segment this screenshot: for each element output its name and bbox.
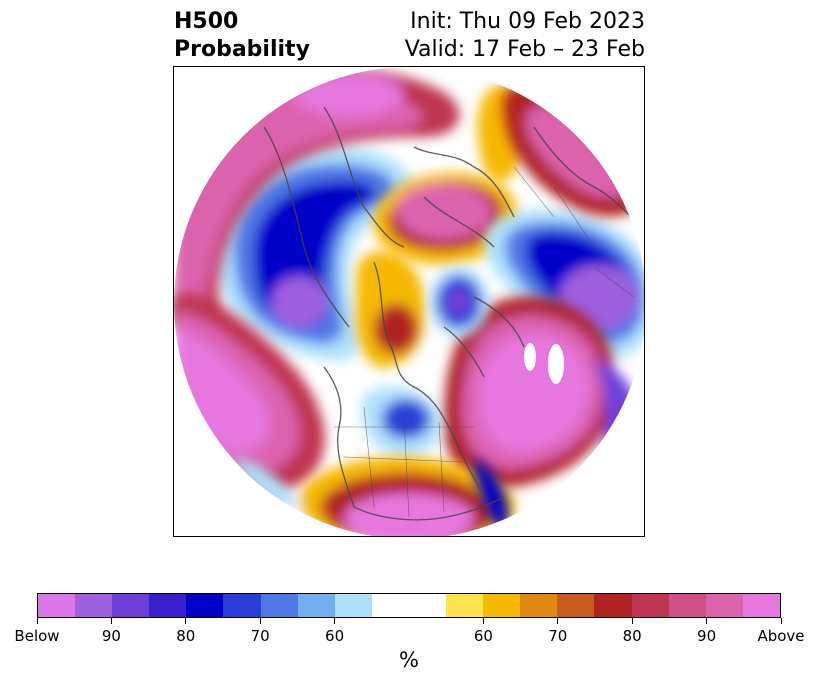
bering-below-anomaly bbox=[429, 267, 489, 337]
colorbar-tick bbox=[110, 618, 112, 624]
colorbar-cell bbox=[38, 594, 76, 617]
colorbar-tick-label: 80 bbox=[176, 627, 196, 645]
colorbar-cell bbox=[557, 594, 595, 617]
colorbar-tick bbox=[36, 618, 38, 624]
colorbar-tick-label: Below bbox=[14, 627, 60, 645]
arctic-above-anomaly bbox=[373, 172, 517, 265]
valid-date-label: Valid: 17 Feb – 23 Feb bbox=[404, 37, 645, 62]
colorbar-tick-label: 90 bbox=[101, 627, 121, 645]
probability-map bbox=[174, 67, 644, 536]
colorbar-tick bbox=[334, 618, 336, 624]
probability-colorbar bbox=[37, 593, 781, 618]
colorbar-tick bbox=[185, 618, 187, 624]
colorbar-tick-label: 60 bbox=[473, 627, 493, 645]
colorbar-cell bbox=[594, 594, 632, 617]
colorbar-tick-label: 60 bbox=[325, 627, 345, 645]
na-ridge-flank-below bbox=[474, 457, 508, 536]
colorbar-tick bbox=[482, 618, 484, 624]
colorbar-tick bbox=[259, 618, 261, 624]
colorbar-tick bbox=[706, 618, 708, 624]
west-atlantic-below-anomaly bbox=[213, 145, 414, 361]
arctic-canada-below-anomaly bbox=[361, 386, 442, 457]
white-gap-2 bbox=[548, 344, 564, 384]
colorbar-cell bbox=[742, 594, 780, 617]
coastlines bbox=[263, 106, 644, 521]
colorbar-cell bbox=[446, 594, 484, 617]
colorbar-cell bbox=[297, 594, 335, 617]
colorbar-tick bbox=[780, 618, 782, 624]
map-panel bbox=[173, 66, 645, 537]
colorbar-cell bbox=[75, 594, 113, 617]
init-date-label: Init: Thu 09 Feb 2023 bbox=[410, 9, 645, 34]
colorbar-tick-label: 80 bbox=[622, 627, 642, 645]
colorbar-tick-label: 70 bbox=[548, 627, 568, 645]
colorbar-cell bbox=[334, 594, 372, 617]
white-gap-1 bbox=[524, 343, 536, 371]
colorbar-tick-label: 70 bbox=[250, 627, 270, 645]
colorbar-unit-label: % bbox=[399, 648, 419, 672]
colorbar-tick-label: 90 bbox=[697, 627, 717, 645]
colorbar-cell bbox=[186, 594, 224, 617]
colorbar-tick bbox=[557, 618, 559, 624]
colorbar-cell bbox=[260, 594, 298, 617]
colorbar-cell bbox=[371, 594, 409, 617]
colorbar-tick-label: Above bbox=[757, 627, 805, 645]
colorbar-cell bbox=[149, 594, 187, 617]
colorbar-cell bbox=[223, 594, 261, 617]
colorbar-tick bbox=[631, 618, 633, 624]
colorbar-cell bbox=[520, 594, 558, 617]
colorbar-cell bbox=[483, 594, 521, 617]
colorbar-cell bbox=[668, 594, 706, 617]
colorbar-cell bbox=[408, 594, 447, 617]
map-title-line1: H500 bbox=[174, 9, 239, 34]
colorbar-cell bbox=[631, 594, 669, 617]
map-date-block: Init: Thu 09 Feb 2023 Valid: 17 Feb – 23… bbox=[405, 8, 645, 64]
colorbar-cell bbox=[112, 594, 150, 617]
map-title-line2: Probability bbox=[174, 37, 310, 62]
map-title-block: H500 Probability bbox=[174, 8, 310, 64]
colorbar-cell bbox=[705, 594, 743, 617]
